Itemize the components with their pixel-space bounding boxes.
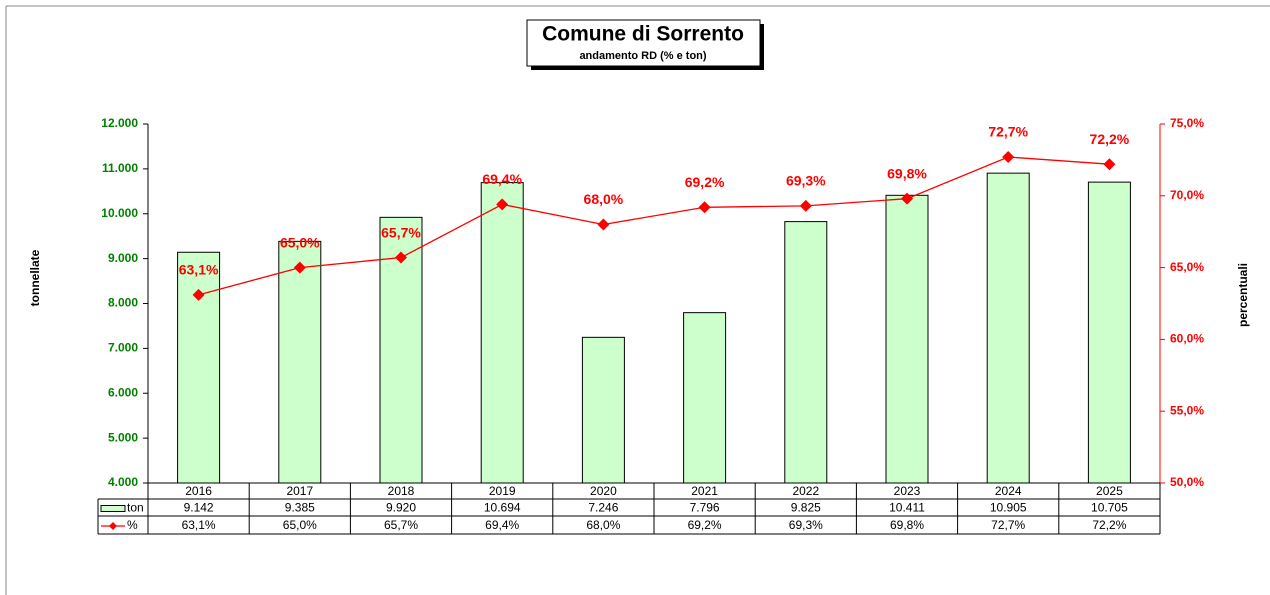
marker: [799, 199, 812, 212]
x-tick-label: 2024: [995, 484, 1022, 498]
bar: [683, 312, 727, 484]
table-value: 63,1%: [182, 518, 216, 532]
data-label: 65,7%: [381, 224, 421, 240]
bar: [581, 336, 625, 484]
table-value: 10.905: [990, 501, 1027, 515]
y2-tick-label: 75,0%: [1170, 116, 1204, 130]
x-tick-label: 2019: [489, 484, 516, 498]
table-value: 9.825: [791, 501, 821, 515]
y-tick-label: 10.000: [101, 206, 138, 220]
marker: [192, 288, 205, 301]
y-tick-label: 4.000: [108, 475, 138, 489]
data-label: 69,4%: [482, 171, 522, 187]
data-label: 69,2%: [685, 174, 725, 190]
x-tick-label: 2020: [590, 484, 617, 498]
table-value: 9.142: [184, 501, 214, 515]
y-tick-label: 9.000: [108, 251, 138, 265]
table-value: 72,7%: [991, 518, 1025, 532]
data-label: 65,0%: [280, 234, 320, 250]
title-box: [526, 19, 761, 67]
y-tick-label: 6.000: [108, 385, 138, 399]
table-value: 9.920: [386, 501, 416, 515]
chart-title: Comune di Sorrento: [542, 23, 744, 46]
table-value: 10.411: [889, 501, 925, 515]
table-value: 69,3%: [789, 518, 823, 532]
marker: [901, 192, 913, 205]
data-label: 69,8%: [887, 165, 927, 181]
legend-label: ton: [127, 501, 144, 515]
y2-axis-label: percentuali: [1236, 263, 1250, 327]
marker: [395, 251, 407, 264]
table-value: 65,0%: [283, 518, 317, 532]
bar: [177, 251, 221, 484]
y2-tick-label: 60,0%: [1170, 332, 1204, 346]
x-tick-label: 2017: [286, 484, 313, 498]
table-value: 7.246: [588, 501, 618, 515]
table-value: 10.694: [484, 501, 521, 515]
data-label: 68,0%: [584, 191, 624, 207]
table-value: 69,4%: [485, 518, 519, 532]
data-label: 69,3%: [786, 173, 826, 189]
bar: [480, 182, 524, 484]
marker: [293, 261, 306, 274]
x-tick-label: 2022: [792, 484, 819, 498]
bar: [986, 172, 1030, 484]
x-tick-label: 2023: [894, 484, 921, 498]
bar: [885, 194, 929, 484]
y-tick-label: 8.000: [108, 296, 138, 310]
table-value: 69,2%: [688, 518, 722, 532]
table-value: 9.385: [285, 501, 315, 515]
y2-tick-label: 50,0%: [1170, 475, 1204, 489]
y-tick-label: 7.000: [108, 341, 138, 355]
data-label: 63,1%: [179, 262, 219, 278]
table-value: 72,2%: [1092, 518, 1126, 532]
x-tick-label: 2016: [185, 484, 212, 498]
y-tick-label: 11.000: [102, 161, 138, 175]
bar: [1087, 181, 1131, 484]
chart-subtitle: andamento RD (% e ton): [579, 50, 706, 62]
x-tick-label: 2018: [388, 484, 415, 498]
y2-tick-label: 70,0%: [1170, 188, 1204, 202]
table-value: 68,0%: [586, 518, 620, 532]
y-axis-label: tonnellate: [28, 249, 42, 306]
table-value: 10.705: [1091, 501, 1128, 515]
table-value: 69,8%: [890, 518, 924, 532]
legend-label: %: [127, 518, 138, 532]
y2-tick-label: 65,0%: [1170, 260, 1204, 274]
marker: [1002, 151, 1015, 164]
marker: [698, 201, 711, 214]
line: [198, 156, 1110, 296]
data-label: 72,2%: [1090, 131, 1130, 147]
marker: [496, 198, 509, 211]
bar: [278, 240, 322, 484]
y-tick-label: 12.000: [101, 116, 138, 130]
y2-tick-label: 55,0%: [1170, 403, 1204, 417]
y-tick-label: 5.000: [108, 430, 138, 444]
legend-marker: [109, 522, 117, 530]
data-label: 72,7%: [988, 124, 1028, 140]
marker: [1103, 158, 1116, 171]
legend-swatch: [100, 505, 126, 512]
table-value: 65,7%: [384, 518, 418, 532]
table-value: 7.796: [690, 501, 720, 515]
x-tick-label: 2025: [1096, 484, 1123, 498]
marker: [597, 218, 610, 231]
x-tick-label: 2021: [691, 484, 718, 498]
bar: [784, 221, 828, 484]
